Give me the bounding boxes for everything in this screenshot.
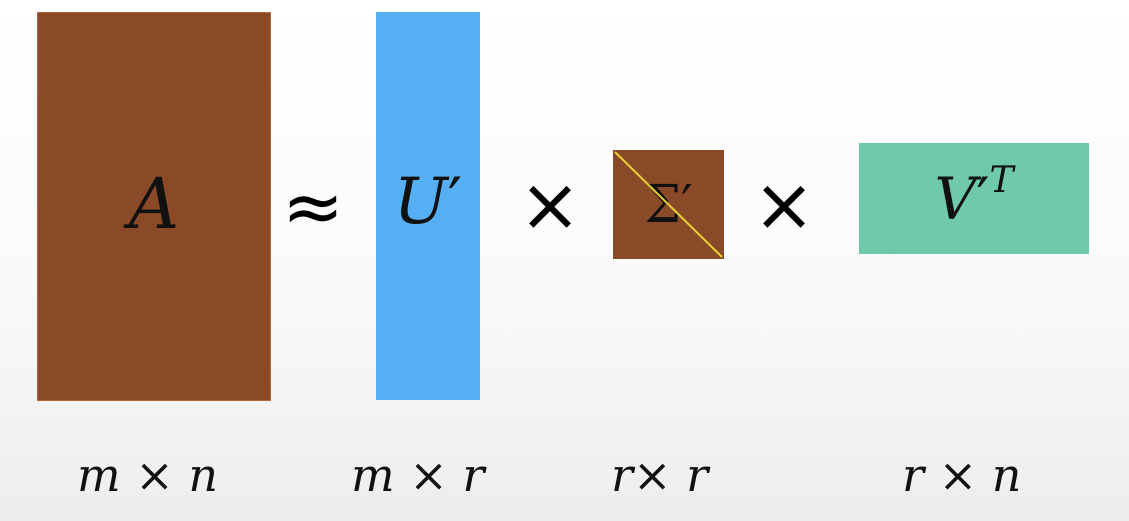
matrix-sigma-dimensions: r× r bbox=[611, 448, 709, 502]
matrix-u-label: U′ bbox=[394, 165, 462, 239]
matrix-v-dimensions: r × n bbox=[902, 448, 1022, 502]
matrix-u-block: U′ bbox=[376, 12, 480, 400]
matrix-a-block: A bbox=[37, 12, 271, 401]
matrix-sigma-block: Σ′ bbox=[613, 150, 724, 259]
matrix-sigma-prime: ′ bbox=[680, 174, 693, 235]
times-operator-2: × bbox=[753, 162, 816, 248]
matrix-v-prime: ′ bbox=[976, 164, 990, 233]
matrix-v-symbol: V bbox=[934, 164, 977, 233]
matrix-u-dimensions: m × r bbox=[351, 448, 485, 502]
matrix-v-transpose-superscript: T bbox=[989, 160, 1014, 202]
matrix-a-label: A bbox=[128, 162, 180, 245]
matrix-sigma-symbol: Σ bbox=[644, 174, 681, 235]
matrix-v-label: V′T bbox=[934, 160, 1013, 233]
matrix-v-transpose-block: V′T bbox=[859, 143, 1089, 254]
matrix-u-symbol: U bbox=[393, 165, 448, 239]
approx-operator: ≈ bbox=[282, 164, 345, 250]
matrix-u-prime: ′ bbox=[447, 165, 463, 239]
sigma-diagonal-line bbox=[614, 151, 723, 258]
matrix-sigma-label: Σ′ bbox=[644, 175, 693, 235]
times-operator-1: × bbox=[519, 162, 582, 248]
matrix-a-dimensions: m × n bbox=[77, 448, 219, 502]
